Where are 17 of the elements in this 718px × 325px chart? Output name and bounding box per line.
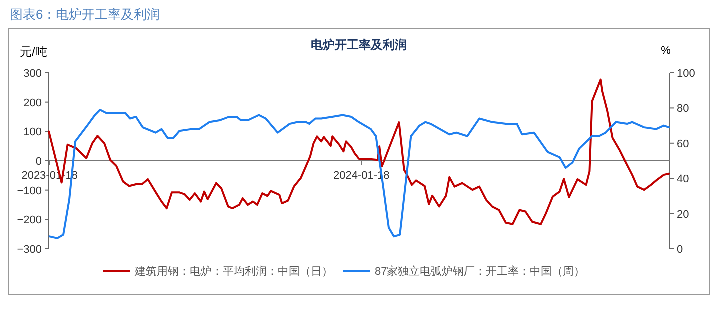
y2label: % [661, 45, 671, 57]
y2tick: 60 [677, 138, 690, 150]
y2tick: 100 [677, 68, 696, 80]
y2tick: 80 [677, 103, 690, 116]
ytick: −300 [17, 244, 42, 256]
ylabel: 元/吨 [20, 45, 48, 59]
y2tick: 0 [677, 244, 684, 256]
y2tick: 20 [677, 208, 690, 221]
subtitle: 电炉开工率及利润 [311, 38, 407, 52]
ytick: 0 [36, 156, 42, 168]
title: 图表6：电炉开工率及利润 [10, 7, 160, 22]
y2tick: 40 [677, 174, 690, 186]
ytick: 300 [24, 68, 42, 80]
ytick: 100 [24, 126, 42, 139]
ytick: −100 [17, 185, 42, 198]
ytick: −200 [17, 214, 42, 227]
ytick: 200 [24, 97, 42, 110]
